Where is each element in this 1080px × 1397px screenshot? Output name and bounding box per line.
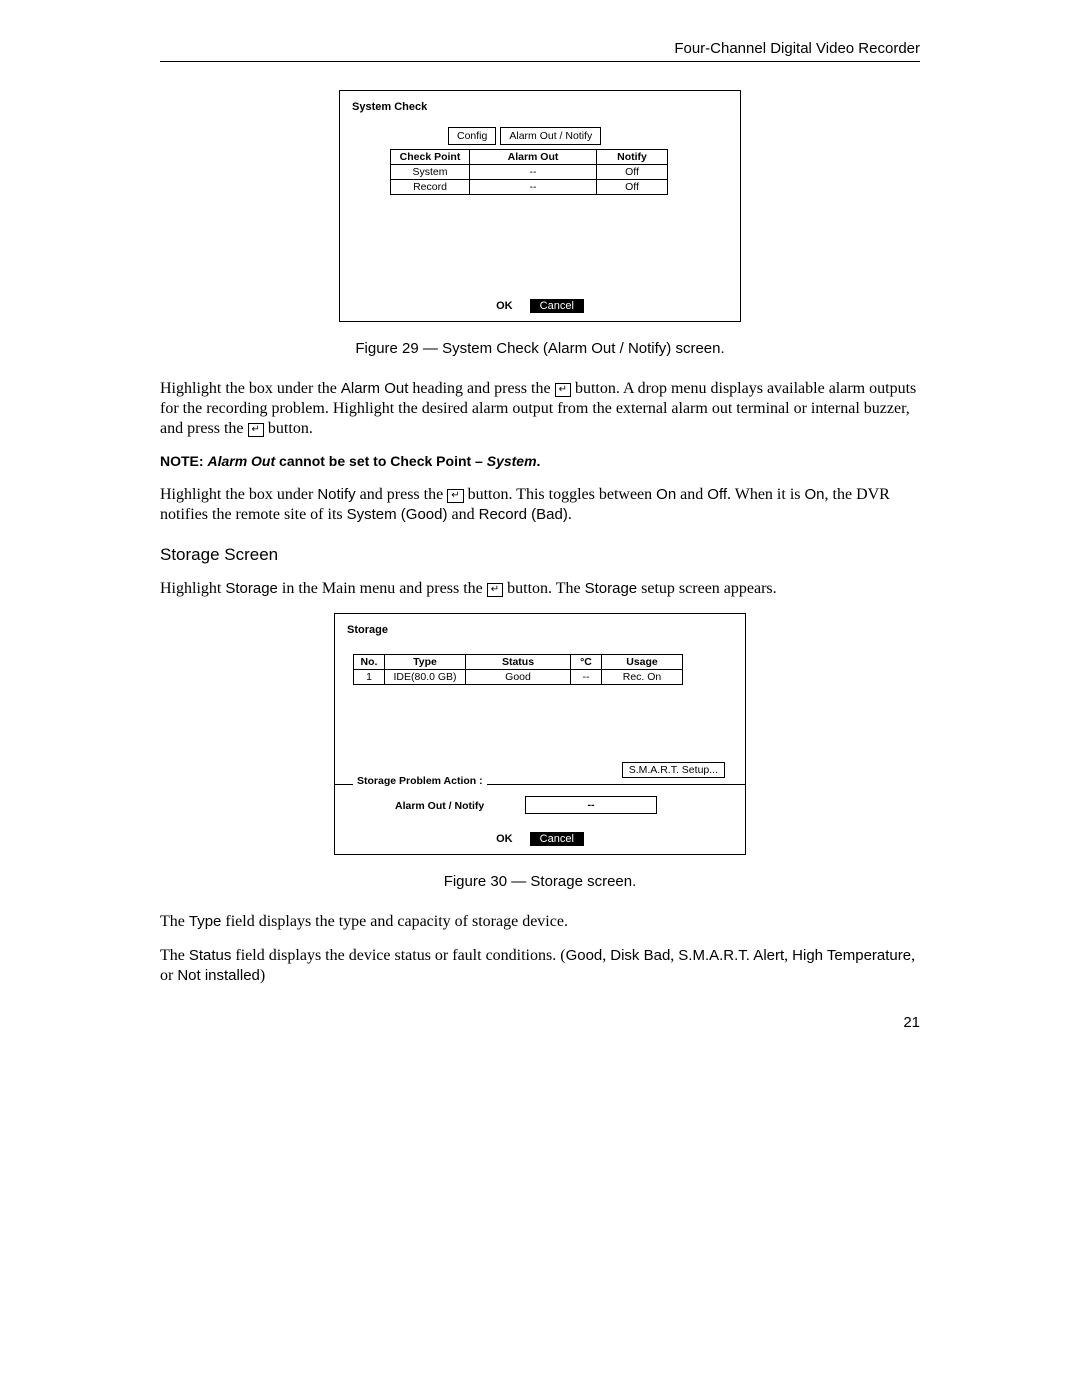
cancel-button[interactable]: Cancel [530,832,584,846]
cancel-button[interactable]: Cancel [530,299,584,313]
section-heading: Storage Screen [160,545,920,565]
cell-no: 1 [354,670,385,685]
storage-table: No. Type Status °C Usage 1 IDE(80.0 GB) … [353,654,683,685]
header-type: Type [385,655,466,670]
table-row: System -- Off [391,165,668,180]
tab-config[interactable]: Config [448,127,496,145]
system-check-table: Check Point Alarm Out Notify System -- O… [390,149,668,195]
paragraph: The Type field displays the type and cap… [160,912,920,932]
cell-notify[interactable]: Off [597,165,668,180]
enter-icon: ↵ [248,423,264,437]
paragraph: Highlight the box under the Alarm Out he… [160,379,920,439]
cell-check-point: System [391,165,470,180]
ok-button[interactable]: OK [496,300,513,312]
header-status: Status [466,655,571,670]
figure-caption: Figure 30 — Storage screen. [160,873,920,890]
storage-problem-action-label: Storage Problem Action : [353,773,487,789]
paragraph: Highlight Storage in the Main menu and p… [160,579,920,599]
cell-alarm-out[interactable]: -- [470,180,597,195]
cell-check-point: Record [391,180,470,195]
smart-setup-button[interactable]: S.M.A.R.T. Setup... [622,762,725,778]
storage-dialog: Storage No. Type Status °C Usage 1 IDE(8… [334,613,746,855]
ok-button[interactable]: OK [496,833,513,845]
page-header: Four-Channel Digital Video Recorder [160,40,920,62]
table-row: 1 IDE(80.0 GB) Good -- Rec. On [354,670,683,685]
header-notify: Notify [597,150,668,165]
alarm-out-notify-label: Alarm Out / Notify [395,800,484,812]
tab-alarm-out-notify[interactable]: Alarm Out / Notify [500,127,601,145]
dialog-title: Storage [335,614,745,636]
header-temp: °C [571,655,602,670]
header-usage: Usage [602,655,683,670]
header-check-point: Check Point [391,150,470,165]
enter-icon: ↵ [555,383,571,397]
cell-status: Good [466,670,571,685]
system-check-dialog: System Check Config Alarm Out / Notify C… [339,90,741,322]
cell-type: IDE(80.0 GB) [385,670,466,685]
note: NOTE: Alarm Out cannot be set to Check P… [160,453,920,469]
figure-caption: Figure 29 — System Check (Alarm Out / No… [160,340,920,357]
paragraph: Highlight the box under Notify and press… [160,485,920,525]
enter-icon: ↵ [447,489,463,503]
cell-temp: -- [571,670,602,685]
page-number: 21 [160,1014,920,1031]
alarm-out-notify-value[interactable]: -- [525,796,657,814]
header-alarm-out: Alarm Out [470,150,597,165]
enter-icon: ↵ [487,583,503,597]
header-no: No. [354,655,385,670]
paragraph: The Status field displays the device sta… [160,946,920,986]
cell-alarm-out[interactable]: -- [470,165,597,180]
cell-notify[interactable]: Off [597,180,668,195]
table-row: Record -- Off [391,180,668,195]
cell-usage: Rec. On [602,670,683,685]
dialog-title: System Check [340,91,740,113]
